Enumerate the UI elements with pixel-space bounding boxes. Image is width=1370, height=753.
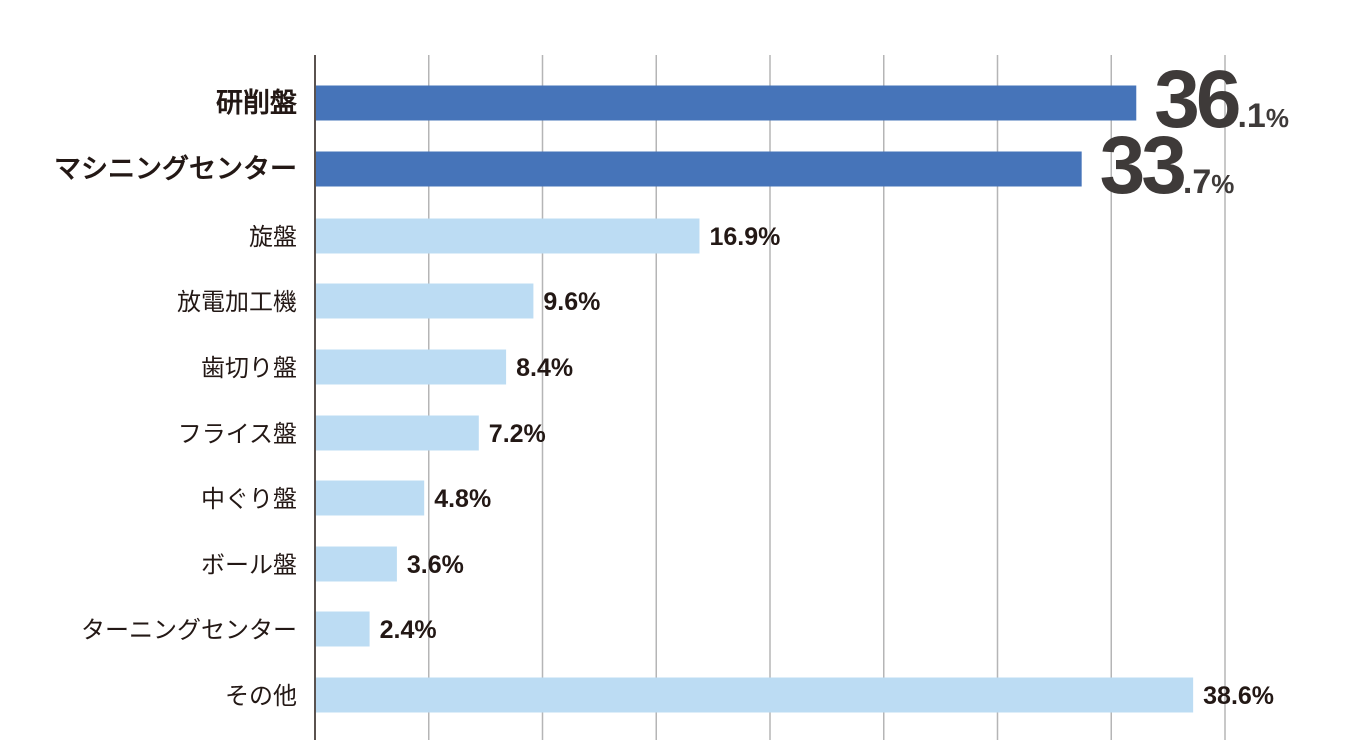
category-label: 研削盤 [216,88,298,119]
value-label: 8.4% [516,354,573,382]
value-label-big: 36.1% [1154,54,1289,145]
category-label: マシニングセンター [54,153,297,185]
value-label: 2.4% [380,616,437,644]
bars [316,85,1194,713]
bar [316,415,479,451]
bar [316,480,425,516]
value-label: 3.6% [407,551,464,579]
value-labels: 36.1%33.7% 16.9% 9.6% 8.4% 7.2% 4.8% 3.6% 2.4% 3… [380,54,1289,710]
category-label: 歯切り盤 [201,354,297,382]
bar [316,677,1194,713]
category-label: 放電加工機 [177,288,297,316]
category-label: フライス盤 [178,420,297,448]
value-label-big: 33.7% [1100,120,1235,211]
bar [316,546,397,582]
category-label: 中ぐり盤 [201,485,297,513]
value-label: 4.8% [434,485,491,513]
bar [316,218,700,254]
bar [316,283,534,319]
bar [316,85,1137,121]
value-label: 38.6% [1203,682,1274,710]
value-label: 9.6% [543,288,600,316]
category-label: 旋盤 [249,223,297,251]
category-label: ボール盤 [201,551,297,579]
category-label: ターニングセンター [81,616,297,644]
bar [316,151,1082,187]
bar [316,611,370,647]
category-label: その他 [225,682,297,710]
bar [316,349,507,385]
category-labels: 研削盤マシニングセンター旋盤放電加工機歯切り盤フライス盤中ぐり盤ボール盤ターニン… [54,88,298,710]
value-label: 16.9% [709,223,780,251]
value-label: 7.2% [489,420,546,448]
